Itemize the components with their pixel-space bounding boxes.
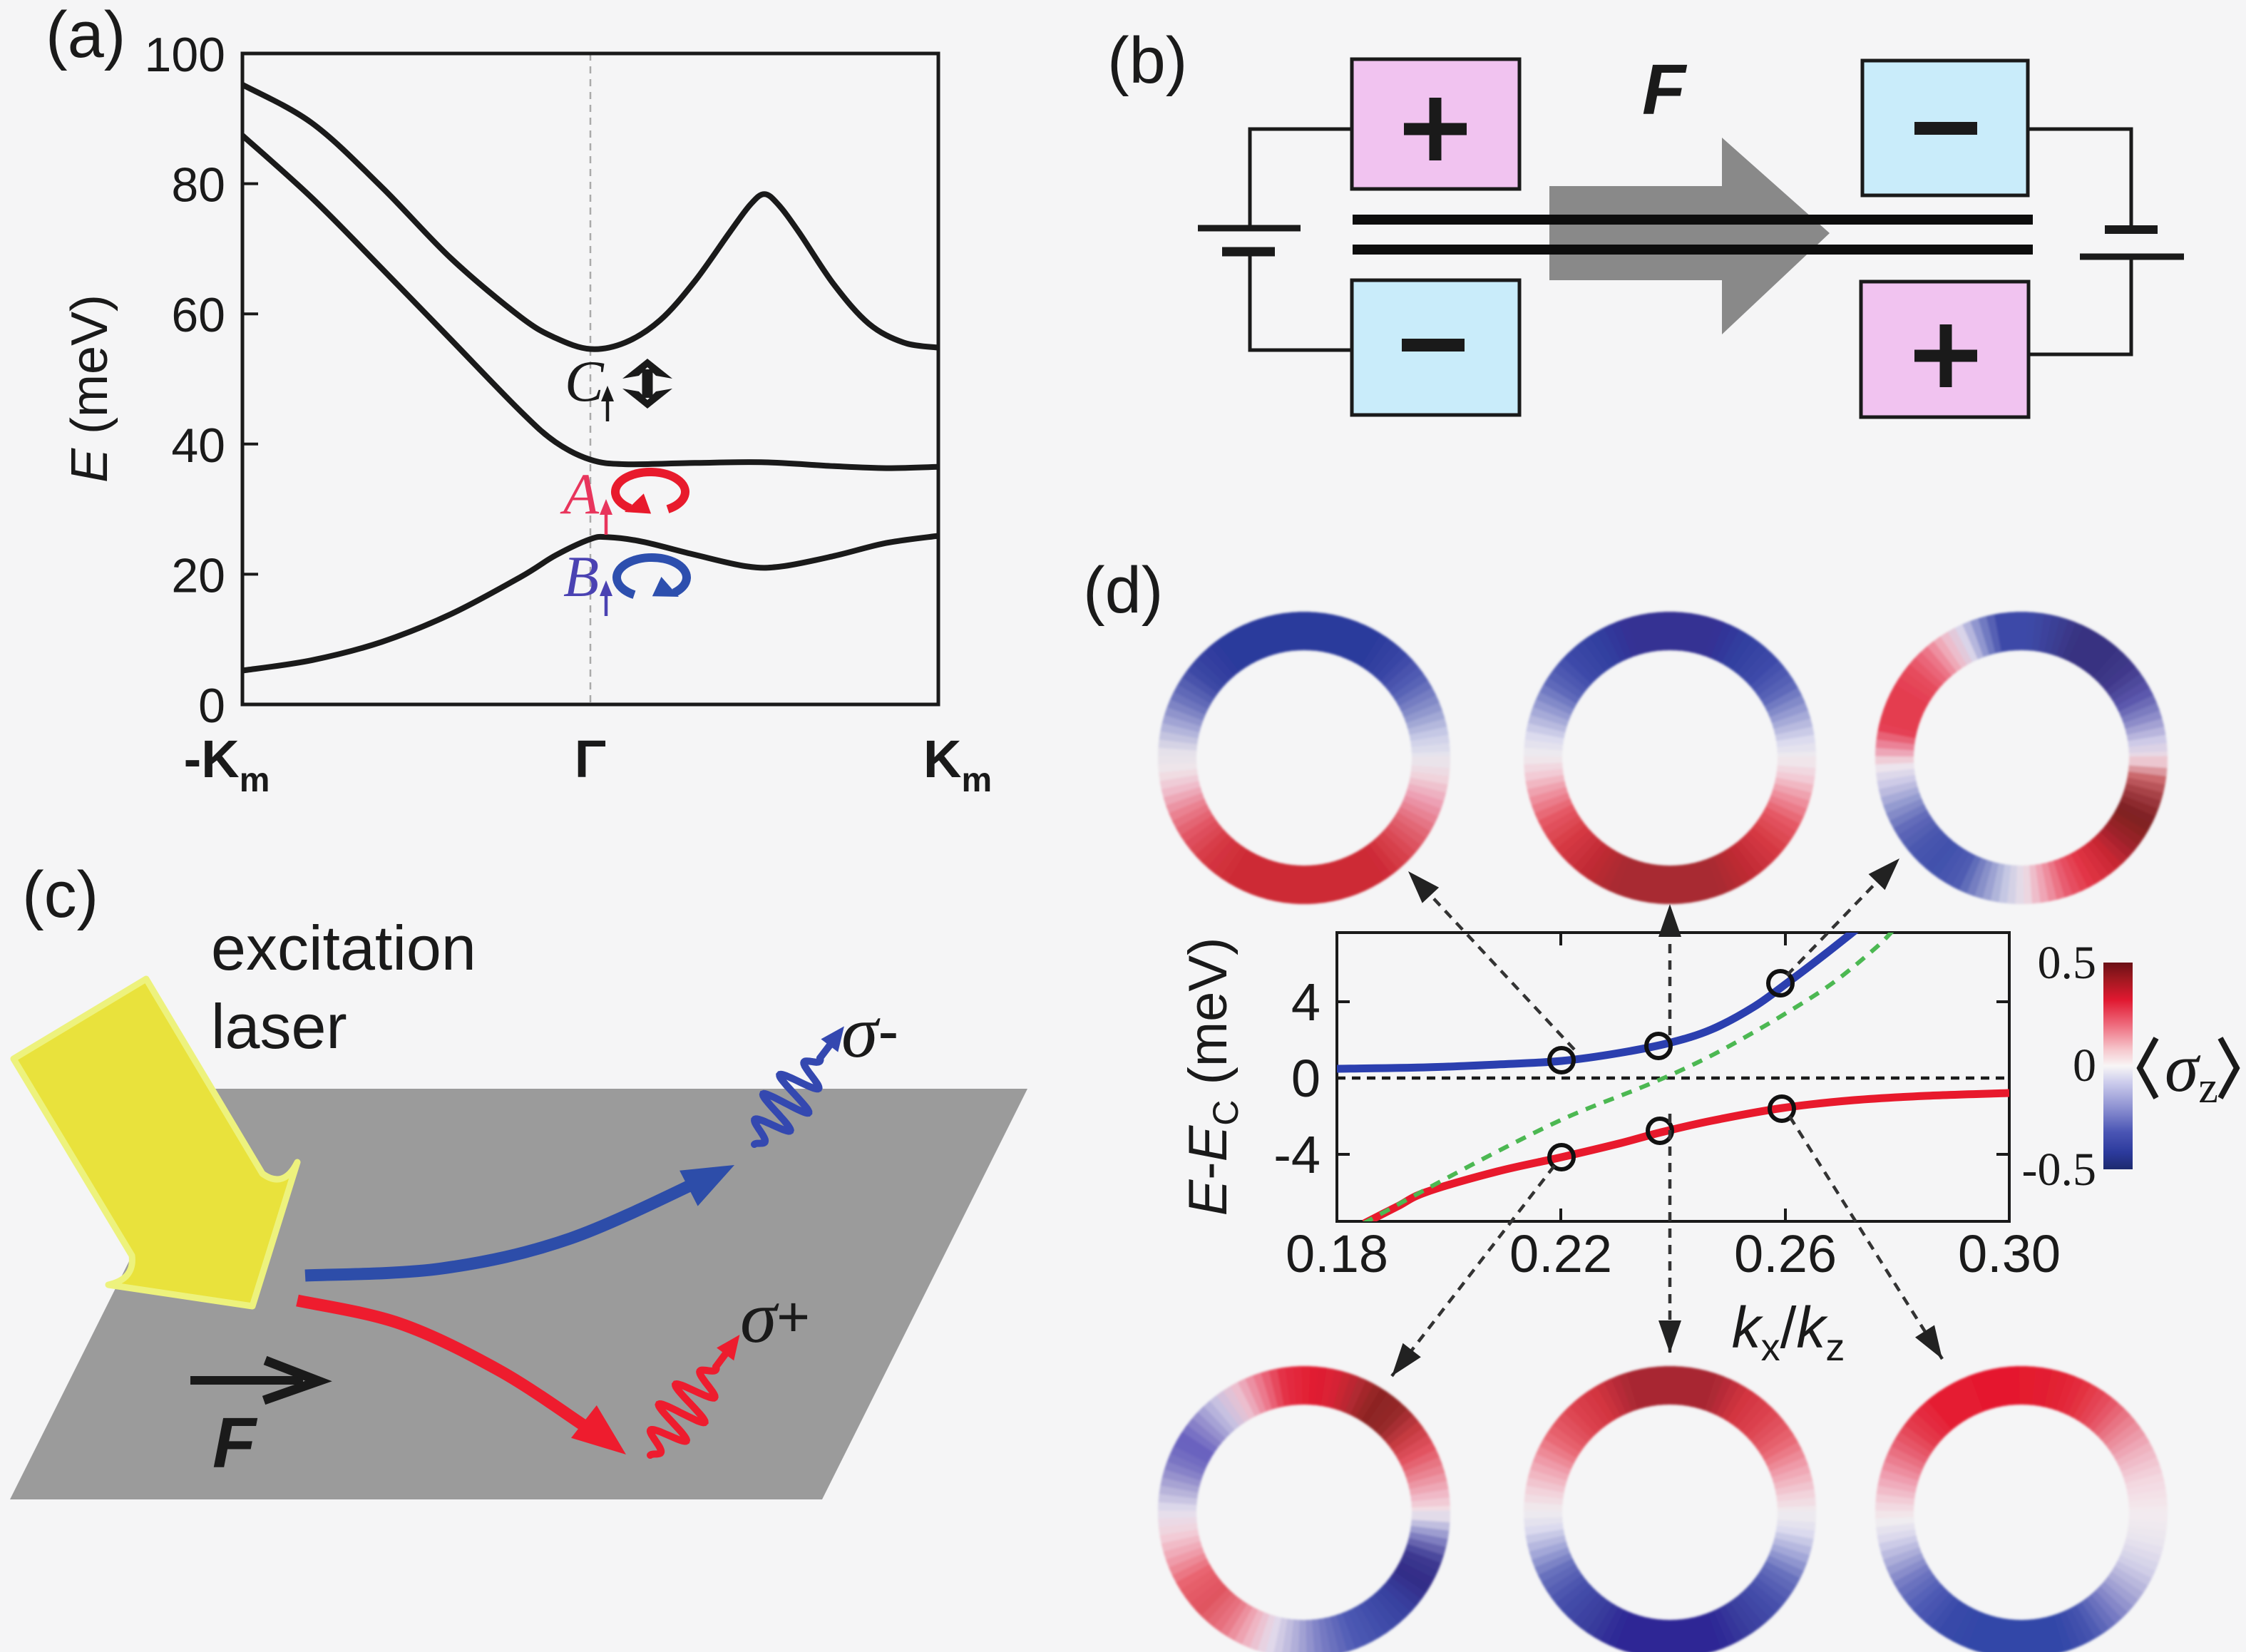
svg-text:0: 0: [198, 679, 225, 733]
svg-text:20: 20: [171, 548, 225, 602]
svg-text:F: F: [1642, 50, 1688, 130]
svg-text:(b): (b): [1107, 24, 1187, 97]
svg-text:100: 100: [145, 28, 225, 82]
svg-text:excitation: excitation: [211, 913, 476, 983]
svg-text:B: B: [563, 544, 599, 609]
svg-text:kx/kz: kx/kz: [1732, 1296, 1845, 1369]
svg-text:A: A: [560, 461, 600, 526]
svg-text:σ+: σ+: [740, 1276, 810, 1358]
svg-text:E-EC (meV): E-EC (meV): [1178, 938, 1246, 1216]
svg-text:E (meV): E (meV): [61, 294, 118, 483]
svg-text:σ-: σ-: [841, 991, 899, 1073]
svg-text:0.30: 0.30: [1958, 1224, 2061, 1283]
svg-text:(a): (a): [46, 0, 125, 71]
svg-text:60: 60: [171, 288, 225, 342]
svg-text:F: F: [212, 1403, 258, 1483]
svg-text:80: 80: [171, 158, 225, 212]
svg-text:40: 40: [171, 419, 225, 473]
svg-text:0.5: 0.5: [2038, 937, 2097, 989]
svg-text:0: 0: [2073, 1040, 2096, 1092]
svg-text:Γ: Γ: [575, 729, 606, 789]
svg-text:-0.5: -0.5: [2022, 1144, 2096, 1196]
svg-text:(c): (c): [22, 858, 98, 931]
svg-text:(d): (d): [1083, 554, 1163, 627]
svg-text:C: C: [565, 349, 605, 414]
svg-text:laser: laser: [211, 991, 347, 1062]
svg-text:0.26: 0.26: [1734, 1224, 1837, 1283]
svg-text:0.18: 0.18: [1286, 1224, 1388, 1283]
svg-text:4: 4: [1291, 973, 1321, 1032]
svg-text:0: 0: [1291, 1049, 1321, 1108]
svg-text:0.22: 0.22: [1509, 1224, 1612, 1283]
svg-text:-4: -4: [1273, 1125, 1321, 1184]
